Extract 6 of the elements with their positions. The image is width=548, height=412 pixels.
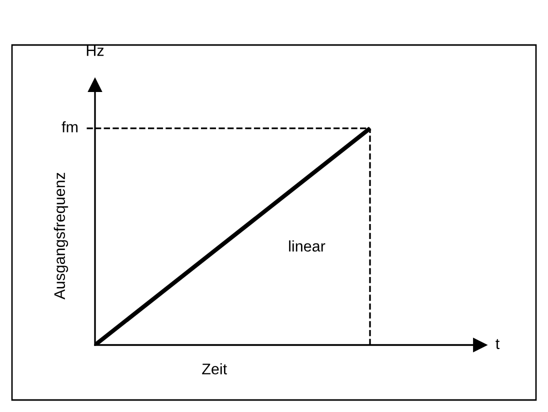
ref-line-label: fm	[62, 121, 78, 132]
y-axis-title: Ausgangsfrequenz	[54, 172, 68, 300]
text: t	[496, 339, 500, 350]
text: linear	[289, 240, 326, 252]
text: Hz	[86, 45, 104, 56]
x-axis-title: Zeit	[202, 363, 227, 374]
